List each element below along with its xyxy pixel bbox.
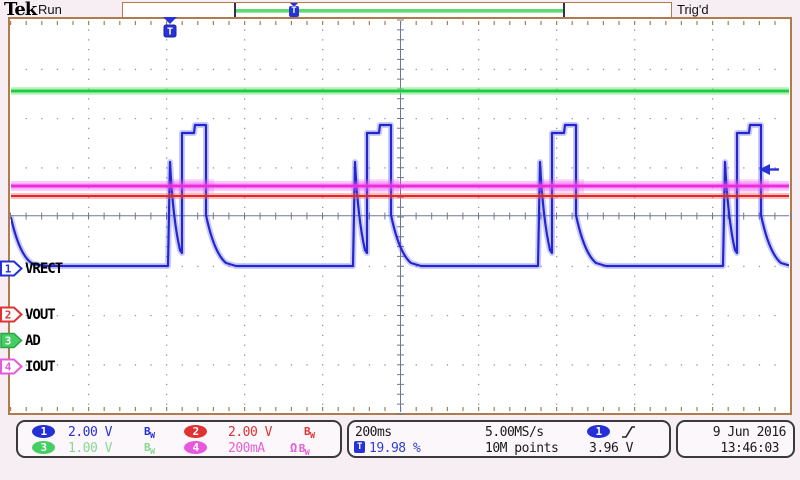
trigger-position-percent: 19.98 % <box>369 441 421 456</box>
date-value: 9 Jun 2016 <box>712 425 787 440</box>
tek-logo: Tek <box>4 0 37 20</box>
svg-text:3: 3 <box>5 335 12 348</box>
channel3-label: AD <box>25 333 41 349</box>
trigger-position-flag-icon: T <box>354 441 365 456</box>
horizontal-trigger-readouts: 200ms 5.00MS/s 1 T 19.98 % 10M points 3.… <box>347 420 671 458</box>
trigger-level-arrow <box>759 164 779 175</box>
channel3-marker: 3 <box>0 332 23 349</box>
trigger-status: Trig'd <box>677 2 709 17</box>
channel3-bandwidth-icon: BW <box>144 441 155 457</box>
trigger-flag-icon: T <box>289 6 299 17</box>
datetime-readout: 9 Jun 2016 13:46:03 <box>676 420 795 458</box>
timebase-scale: 200ms <box>355 425 392 440</box>
channel4-coupling-icon: Ω BW <box>290 441 310 458</box>
sample-rate: 5.00MS/s <box>485 425 544 440</box>
trigger-level: 3.96 V <box>589 441 633 456</box>
record-length: 10M points <box>485 441 559 456</box>
trigger-position-marker: T <box>163 17 177 38</box>
svg-text:4: 4 <box>5 361 12 374</box>
channel2-badge: 2 <box>184 425 207 438</box>
record-view-left-bracket <box>234 3 236 18</box>
svg-text:T: T <box>167 27 173 38</box>
svg-text:1: 1 <box>5 263 12 276</box>
trace-ch1 <box>11 123 789 268</box>
time-value: 13:46:03 <box>720 441 779 456</box>
acquisition-state: Run <box>38 2 62 17</box>
trigger-pointer-icon <box>290 3 298 7</box>
record-view-right-bracket <box>563 3 565 18</box>
channel1-marker: 1 <box>0 260 23 277</box>
channel4-marker: 4 <box>0 358 23 375</box>
channel3-badge: 3 <box>32 441 55 454</box>
grid-dots <box>10 19 792 415</box>
record-view-waveform <box>234 9 563 12</box>
channel1-scale: 2.00 V <box>68 425 112 440</box>
channel4-scale: 200mA <box>228 441 265 456</box>
channel2-bandwidth-icon: BW <box>304 425 315 441</box>
trigger-slope-icon <box>622 426 635 438</box>
channel2-label: VOUT <box>25 307 56 323</box>
channel4-badge: 4 <box>184 441 207 454</box>
channel1-bandwidth-icon: BW <box>144 425 155 441</box>
trigger-source-badge: 1 <box>587 425 610 438</box>
channel2-marker: 2 <box>0 306 23 323</box>
channel4-label: IOUT <box>25 359 56 375</box>
channel2-scale: 2.00 V <box>228 425 272 440</box>
svg-text:2: 2 <box>5 309 12 322</box>
traces <box>11 87 789 269</box>
channel-scale-readouts: 1 2.00 V BW 2 2.00 V BW 3 1.00 V BW 4 20… <box>16 420 342 458</box>
record-view-trigger-marker: T <box>289 3 300 18</box>
channel1-badge: 1 <box>32 425 55 438</box>
channel3-scale: 1.00 V <box>68 441 112 456</box>
channel1-label: VRECT <box>25 261 63 277</box>
